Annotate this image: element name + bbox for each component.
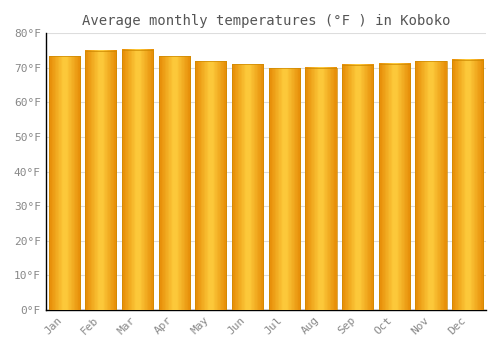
Bar <box>122 50 153 310</box>
Bar <box>48 56 80 310</box>
Bar <box>342 65 374 310</box>
Bar <box>158 56 190 310</box>
Bar <box>85 50 116 310</box>
Bar <box>268 69 300 310</box>
Bar <box>232 64 263 310</box>
Bar <box>416 61 446 310</box>
Title: Average monthly temperatures (°F ) in Koboko: Average monthly temperatures (°F ) in Ko… <box>82 14 450 28</box>
Bar <box>196 61 226 310</box>
Bar <box>306 68 336 310</box>
Bar <box>379 64 410 310</box>
Bar <box>452 60 484 310</box>
